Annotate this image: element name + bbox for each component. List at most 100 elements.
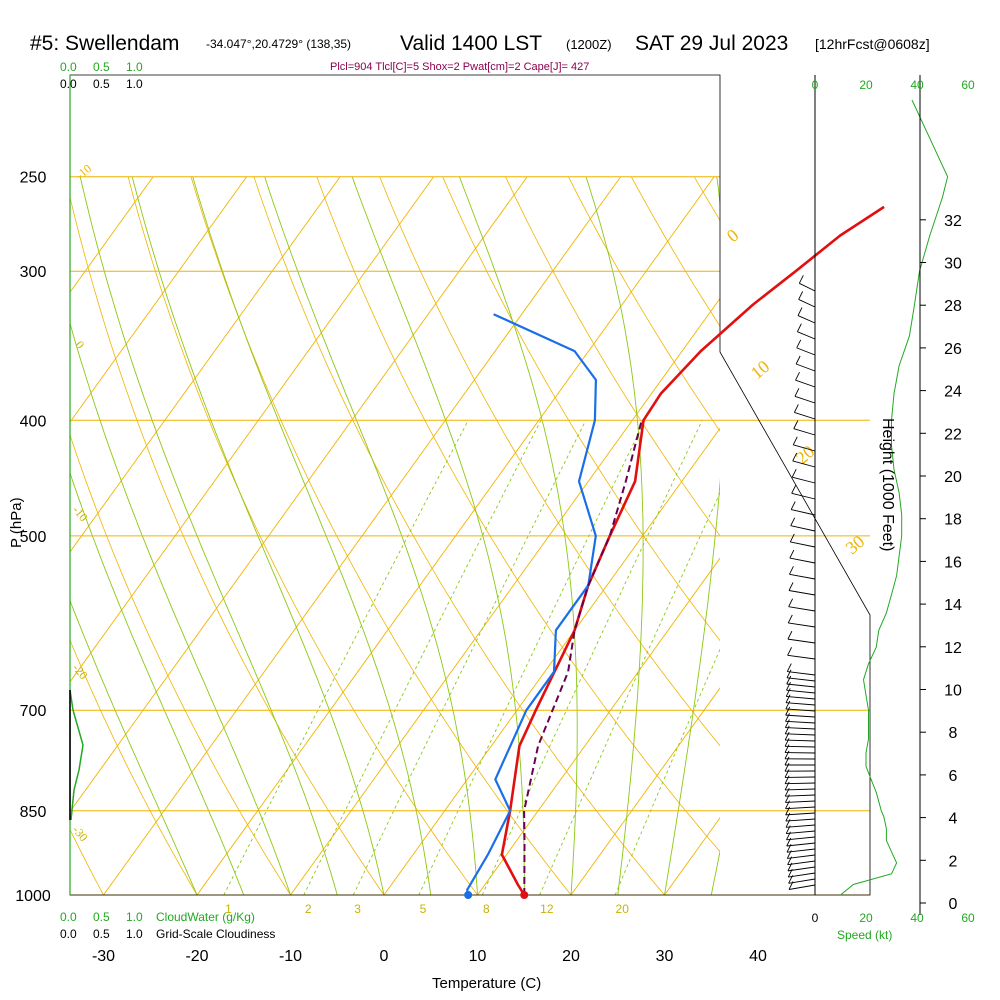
moist-adiabat [585,176,644,895]
wind-barb [787,654,816,660]
moist-adiabat [458,176,578,895]
pressure-tick-label: 400 [20,413,47,430]
wind-barb-feather [796,323,802,332]
wind-barb-feather [784,731,790,741]
wind-barb-feather [785,713,790,722]
mixing-ratio-line [223,420,469,895]
station-coords: -34.047°,20.4729° (138,35) [206,37,351,51]
pressure-tick-label: 700 [20,703,47,720]
wind-barb [788,622,816,628]
height-tick-label: 6 [949,768,958,785]
dry-adiabat [946,177,1000,895]
moist-adiabat [264,176,478,895]
wind-barb-feather [788,582,794,591]
wind-barb [788,872,816,878]
zulu-time: (1200Z) [566,37,612,52]
dry-adiabat [883,177,1000,895]
profile-curves [69,205,885,899]
wind-barb [795,363,816,372]
wind-barb [787,638,816,644]
cloud-water-label: CloudWater (g/Kg) [156,910,255,924]
isotherm [477,557,720,895]
wind-barb [792,460,816,468]
wind-barb [788,606,816,612]
pressure-tick-label: 500 [20,529,47,546]
forecast-run: [12hrFcst@0608z] [815,36,930,52]
parcel-line [523,420,643,896]
header: #5: Swellendam -34.047°,20.4729° (138,35… [30,32,930,73]
moist-adiabat [70,471,245,895]
mixing-ratio-line [614,648,720,895]
x-tick-label: 30 [656,948,674,965]
wind-barb-feather [784,719,790,728]
moist-adiabat [131,176,385,895]
moist-adiabat [192,176,432,895]
wind-barb [791,509,816,516]
moist-adiabat-label: -20 [70,661,91,682]
wind-barb [797,331,816,340]
moist-adiabat [70,321,291,895]
wind-speed-tick-bottom: 0 [812,911,819,925]
cloudiness-scale-top: 1.0 [126,77,143,91]
dry-adiabat [127,176,478,895]
wind-barb [789,573,816,580]
wind-speed-tick-top: 20 [859,78,873,92]
dry-adiabat-label: 30 [842,531,869,558]
wind-speed-axis-title: Speed (kt) [837,928,892,942]
wind-barb-feather [793,420,799,429]
wind-barb [794,412,816,420]
wind-barb [793,444,816,452]
wind-speed-tick-bottom: 40 [910,911,924,925]
wind-barb-feather [795,355,801,365]
mixing-ratio-line [539,492,720,895]
wind-barb [786,842,816,847]
moist-adiabat-label: -10 [70,503,91,524]
cloudiness-scale-bottom: 0.5 [93,927,110,941]
dry-adiabat [70,639,198,895]
wind-barb-feather [785,706,791,716]
height-tick-label: 14 [944,597,962,614]
wind-barb [785,782,816,785]
wind-barb-feather [785,694,791,703]
wind-barb [798,299,816,308]
dry-adiabat [568,176,720,432]
dry-adiabat [379,176,720,747]
dry-adiabat [70,433,291,895]
wind-barb-feather [796,339,802,349]
wind-speed-tick-top: 40 [910,78,924,92]
height-tick-label: 28 [944,298,962,315]
height-tick-label: 12 [944,640,962,657]
dry-adiabat [190,176,572,895]
axes: -30 -20 -10 0 10 20 30 402503004005007008501000… [15,60,975,965]
wind-barb-feather [789,549,795,559]
cloud-water-scale-bottom: 0.5 [93,910,110,924]
wind-barb [793,428,816,436]
cloud-water-scale-top: 0.5 [93,60,110,74]
height-tick-label: 30 [944,256,962,273]
wind-barb-feather [784,738,790,747]
wind-barb [787,671,816,676]
wind-barb [799,282,816,292]
wind-barb [785,806,816,810]
height-tick-label: 0 [949,896,958,913]
mixing-ratio-label: 1 [225,902,232,916]
wind-barb [785,733,816,736]
dry-adiabat [70,195,385,895]
wind-barb [787,854,816,859]
cloudiness-scale-bottom: 0.0 [60,927,77,941]
cloud-water-scale-top: 1.0 [126,60,143,74]
wind-barb-feather [784,725,790,735]
height-tick-label: 24 [944,384,962,401]
wind-barb [796,347,816,356]
wind-barb [795,379,816,388]
plot-frame [69,74,871,896]
mixing-ratio-label: 8 [483,902,490,916]
wind-barb-feather [793,404,799,413]
dry-adiabat [505,176,720,537]
isotherm [70,176,248,423]
x-tick-label: -10 [279,948,302,965]
height-tick-label: 2 [949,853,958,870]
wind-barb [790,525,816,532]
cloudiness-scale-bottom: 1.0 [126,927,143,941]
